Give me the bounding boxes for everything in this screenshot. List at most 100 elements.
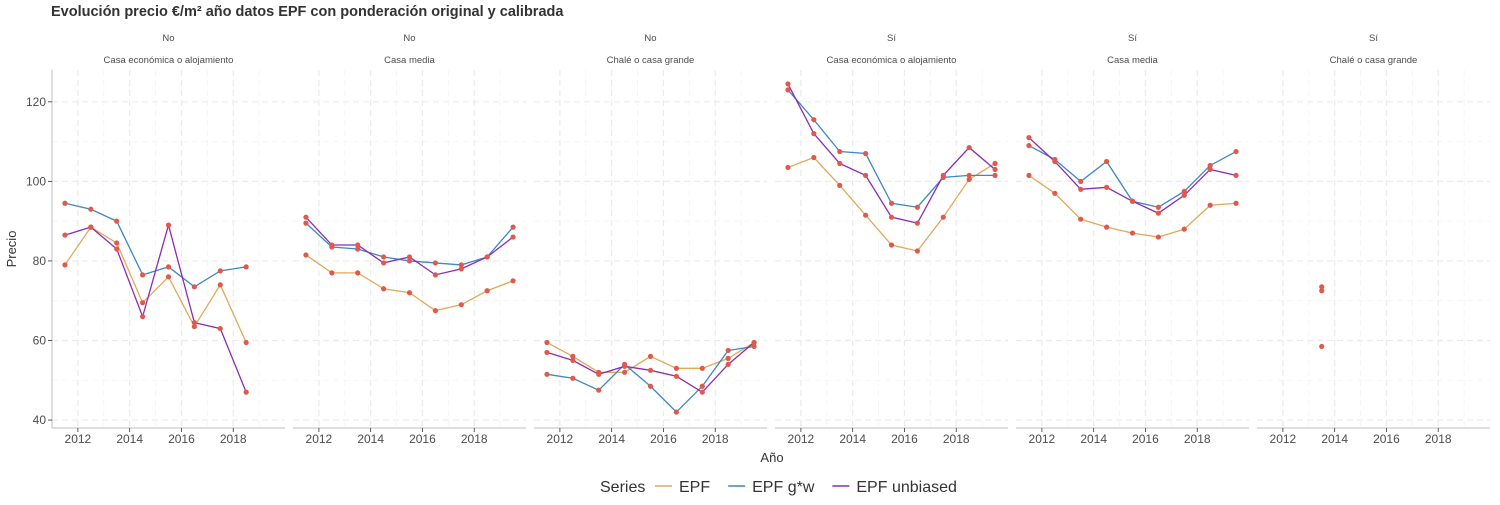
panel: No Casa económica o alojamiento 2012 2014 20…	[51, 33, 285, 446]
strip-label-top: Sí	[1369, 33, 1378, 44]
data-point	[329, 270, 335, 276]
data-point	[1233, 148, 1239, 155]
data-point	[699, 389, 705, 395]
data-point	[1233, 200, 1239, 206]
data-point	[1052, 158, 1058, 165]
data-point	[811, 131, 817, 137]
data-point	[458, 302, 464, 308]
data-point	[1181, 226, 1187, 232]
strip-label-top: Sí	[887, 33, 896, 44]
data-point	[596, 371, 602, 377]
data-point	[191, 284, 197, 290]
data-point	[1052, 190, 1058, 196]
data-point	[1104, 158, 1110, 165]
x-tick-label: 2014	[357, 432, 384, 446]
data-point	[243, 339, 249, 346]
data-point	[510, 224, 516, 230]
data-point	[458, 262, 464, 268]
strip-label-bottom: Chalé o casa grande	[1330, 55, 1418, 66]
legend-label: EPF g*w	[752, 479, 815, 496]
x-tick-label: 2014	[116, 432, 143, 446]
data-point	[406, 254, 413, 260]
data-point	[1026, 142, 1032, 149]
data-point	[484, 254, 490, 260]
data-point	[673, 373, 679, 379]
data-point	[940, 172, 946, 179]
x-tick-label: 2014	[598, 432, 625, 446]
data-point	[1104, 184, 1110, 190]
data-point	[62, 262, 68, 268]
data-point	[1104, 224, 1110, 230]
legend: Series EPF EPF g*w EPF unbiased	[600, 479, 957, 496]
y-tick-label: 120	[26, 95, 46, 109]
strip-label-bottom: Casa media	[1107, 55, 1158, 66]
series-line	[305, 216, 514, 276]
data-point	[647, 353, 654, 359]
data-point	[863, 150, 869, 157]
data-point	[673, 365, 679, 371]
y-tick-label: 60	[33, 333, 47, 347]
strip-label-bottom: Casa económica o alojamiento	[104, 55, 234, 66]
data-point	[432, 260, 438, 266]
data-point	[647, 383, 654, 389]
data-point	[647, 367, 654, 373]
x-axis-title: Año	[760, 450, 783, 465]
data-point	[570, 375, 576, 381]
data-point	[355, 242, 361, 248]
data-point	[725, 347, 731, 354]
data-point	[114, 218, 120, 224]
data-point	[1181, 192, 1187, 198]
x-tick-label: 2018	[461, 432, 488, 446]
data-point	[1207, 166, 1213, 173]
data-point	[596, 387, 602, 393]
data-point	[303, 252, 309, 258]
series-line	[64, 226, 247, 343]
data-point	[863, 212, 869, 218]
data-point	[1026, 135, 1032, 141]
data-point	[62, 232, 68, 238]
data-point	[1233, 172, 1239, 179]
panel: Sí Chalé o casa grande 2012 2014 2016 2018	[1257, 33, 1490, 446]
strip-label-bottom: Casa media	[384, 55, 435, 66]
data-point	[1026, 172, 1032, 179]
strip-label-bottom: Casa económica o alojamiento	[827, 55, 957, 66]
strip-label-top: No	[403, 33, 415, 44]
data-point	[966, 144, 972, 151]
data-point	[1319, 343, 1325, 350]
legend-label: EPF unbiased	[856, 479, 957, 496]
legend-label: EPF	[679, 479, 710, 496]
strip-label-top: No	[162, 33, 174, 44]
data-point	[484, 288, 490, 294]
data-point	[785, 81, 791, 87]
data-point	[1078, 178, 1084, 184]
data-point	[329, 242, 335, 248]
data-point	[837, 182, 843, 188]
y-tick-label: 100	[26, 174, 46, 188]
y-axis-title: Precio	[4, 231, 19, 268]
data-point	[62, 200, 68, 206]
data-point	[914, 248, 920, 254]
data-point	[458, 266, 464, 272]
x-tick-label: 2012	[65, 432, 92, 446]
data-point	[243, 389, 249, 395]
series-line	[64, 222, 247, 393]
data-point	[510, 278, 516, 284]
data-point	[1155, 210, 1161, 216]
data-point	[165, 222, 172, 228]
x-tick-label: 2018	[1425, 432, 1452, 446]
data-point	[432, 272, 438, 278]
data-point	[140, 300, 146, 306]
data-point	[811, 117, 817, 123]
data-point	[1078, 186, 1084, 192]
data-point	[544, 371, 550, 377]
data-point	[570, 357, 576, 363]
strip-label-top: No	[644, 33, 656, 44]
data-point	[217, 282, 223, 288]
x-tick-label: 2016	[1373, 432, 1400, 446]
strip-label-top: Sí	[1128, 33, 1137, 44]
x-tick-label: 2018	[943, 432, 970, 446]
data-point	[217, 325, 223, 332]
data-point	[622, 363, 628, 369]
x-tick-label: 2016	[168, 432, 195, 446]
